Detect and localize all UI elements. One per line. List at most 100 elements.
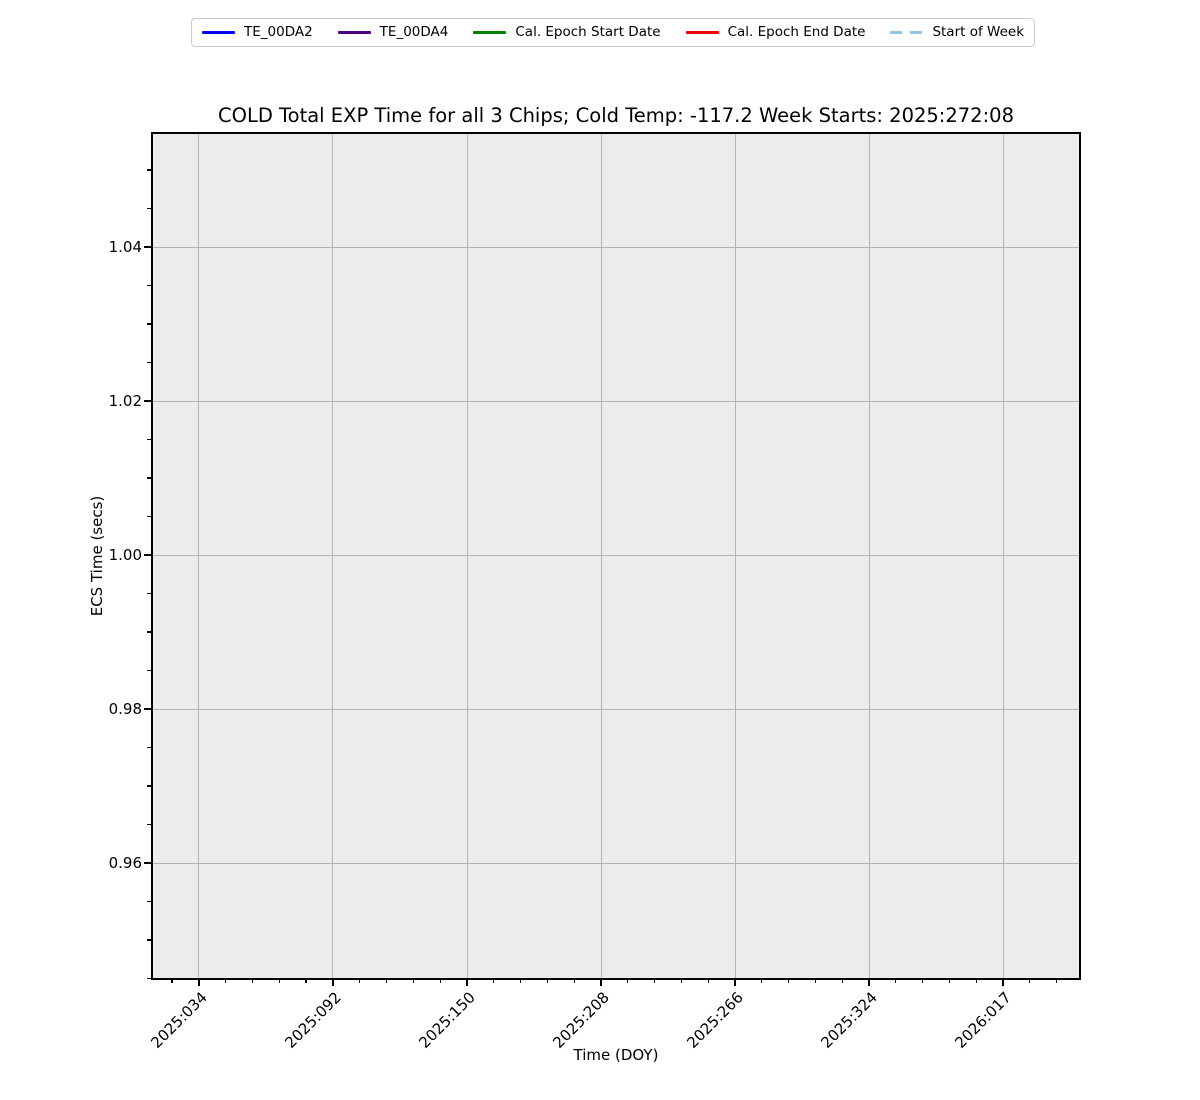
legend-line-swatch-solid <box>685 30 719 35</box>
x-major-tick <box>332 979 334 986</box>
x-tick-label: 2025:092 <box>281 988 346 1052</box>
y-tick-label: 1.02 <box>108 392 142 411</box>
x-minor-tick <box>412 979 415 983</box>
y-minor-tick <box>147 785 151 787</box>
legend-item: TE_00DA4 <box>337 24 449 41</box>
legend-item: Start of Week <box>890 25 1024 40</box>
y-minor-tick <box>147 900 151 903</box>
x-minor-tick <box>921 979 924 983</box>
legend-item-label: TE_00DA2 <box>243 24 313 41</box>
x-minor-tick <box>653 979 656 983</box>
legend-item: Cal. Epoch End Date <box>685 24 866 41</box>
x-tick-label: 2025:208 <box>549 988 614 1052</box>
y-minor-tick <box>147 592 151 595</box>
x-tick-label: 2026:017 <box>951 988 1016 1052</box>
x-minor-tick <box>305 979 307 983</box>
chart-legend: TE_00DA2 TE_00DA4 Cal. Epoch Start Date Cal… <box>190 18 1036 47</box>
y-gridline <box>152 554 1080 556</box>
x-gridline <box>1002 133 1004 979</box>
y-tick-label: 1.04 <box>108 238 142 257</box>
y-minor-tick <box>147 939 151 941</box>
x-minor-tick <box>385 979 388 983</box>
y-minor-tick <box>147 169 151 171</box>
x-minor-tick <box>627 979 629 983</box>
y-major-tick <box>144 400 151 402</box>
x-tick-label: 2025:324 <box>817 988 882 1052</box>
x-minor-tick <box>1029 979 1031 983</box>
legend-item: Cal. Epoch Start Date <box>473 24 661 41</box>
x-minor-tick <box>573 979 575 983</box>
x-minor-tick <box>948 979 951 983</box>
y-minor-tick <box>147 746 151 749</box>
chart-title: COLD Total EXP Time for all 3 Chips; Col… <box>218 104 1014 127</box>
y-minor-tick <box>147 669 151 672</box>
y-minor-tick <box>147 631 151 633</box>
y-minor-tick <box>147 977 151 980</box>
x-minor-tick <box>761 979 763 983</box>
x-major-tick <box>734 979 736 986</box>
y-minor-tick <box>147 323 151 325</box>
y-minor-tick <box>147 438 151 441</box>
legend-line-swatch-solid <box>473 30 507 35</box>
x-minor-tick <box>493 979 495 983</box>
x-minor-tick <box>895 979 897 983</box>
x-major-tick <box>466 979 468 986</box>
x-major-tick <box>600 979 602 986</box>
x-major-tick <box>1002 979 1004 986</box>
x-gridline <box>600 133 602 979</box>
y-major-tick <box>144 554 151 556</box>
y-major-tick <box>144 862 151 864</box>
y-major-tick <box>144 246 151 248</box>
x-minor-tick <box>787 979 790 983</box>
x-gridline <box>466 133 468 979</box>
x-minor-tick <box>680 979 683 983</box>
x-major-tick <box>198 979 200 986</box>
y-minor-tick <box>147 477 151 479</box>
y-tick-label: 0.98 <box>108 700 142 719</box>
x-minor-tick <box>519 979 522 983</box>
y-gridline <box>152 246 1080 248</box>
x-tick-label: 2025:266 <box>683 988 748 1052</box>
x-minor-tick <box>975 979 977 983</box>
legend-item-label: Cal. Epoch End Date <box>727 24 866 41</box>
y-tick-label: 1.00 <box>108 546 142 565</box>
x-gridline <box>198 133 200 979</box>
x-minor-tick <box>278 979 281 983</box>
x-tick-label: 2025:034 <box>147 988 212 1052</box>
x-tick-label: 2025:150 <box>415 988 480 1052</box>
x-minor-tick <box>225 979 227 983</box>
legend-item: TE_00DA2 <box>201 24 313 41</box>
x-minor-tick <box>546 979 549 983</box>
legend-item-label: Cal. Epoch Start Date <box>515 24 661 41</box>
y-axis-label: ECS Time (secs) <box>88 495 106 617</box>
x-minor-tick <box>359 979 361 983</box>
y-minor-tick <box>147 207 151 210</box>
x-minor-tick <box>841 979 843 983</box>
x-minor-tick <box>707 979 709 983</box>
y-minor-tick <box>147 284 151 287</box>
y-major-tick <box>144 708 151 710</box>
x-gridline <box>734 133 736 979</box>
legend-line-swatch-solid <box>337 30 371 35</box>
legend-line-swatch-dashed <box>890 30 924 35</box>
y-gridline <box>152 400 1080 402</box>
y-minor-tick <box>147 823 151 826</box>
x-gridline <box>868 133 870 979</box>
y-gridline <box>152 708 1080 710</box>
x-major-tick <box>868 979 870 986</box>
x-minor-tick <box>1055 979 1058 983</box>
legend-line-swatch-solid <box>201 30 235 35</box>
x-minor-tick <box>251 979 254 983</box>
legend-item-label: TE_00DA4 <box>379 24 449 41</box>
legend-item-label: Start of Week <box>932 24 1025 41</box>
x-minor-tick <box>439 979 441 983</box>
y-tick-label: 0.96 <box>108 854 142 873</box>
y-minor-tick <box>147 361 151 364</box>
y-minor-tick <box>147 515 151 518</box>
x-axis-label: Time (DOY) <box>573 1046 659 1064</box>
plot-area <box>152 133 1080 979</box>
x-gridline <box>332 133 334 979</box>
y-gridline <box>152 862 1080 864</box>
x-minor-tick <box>814 979 817 983</box>
